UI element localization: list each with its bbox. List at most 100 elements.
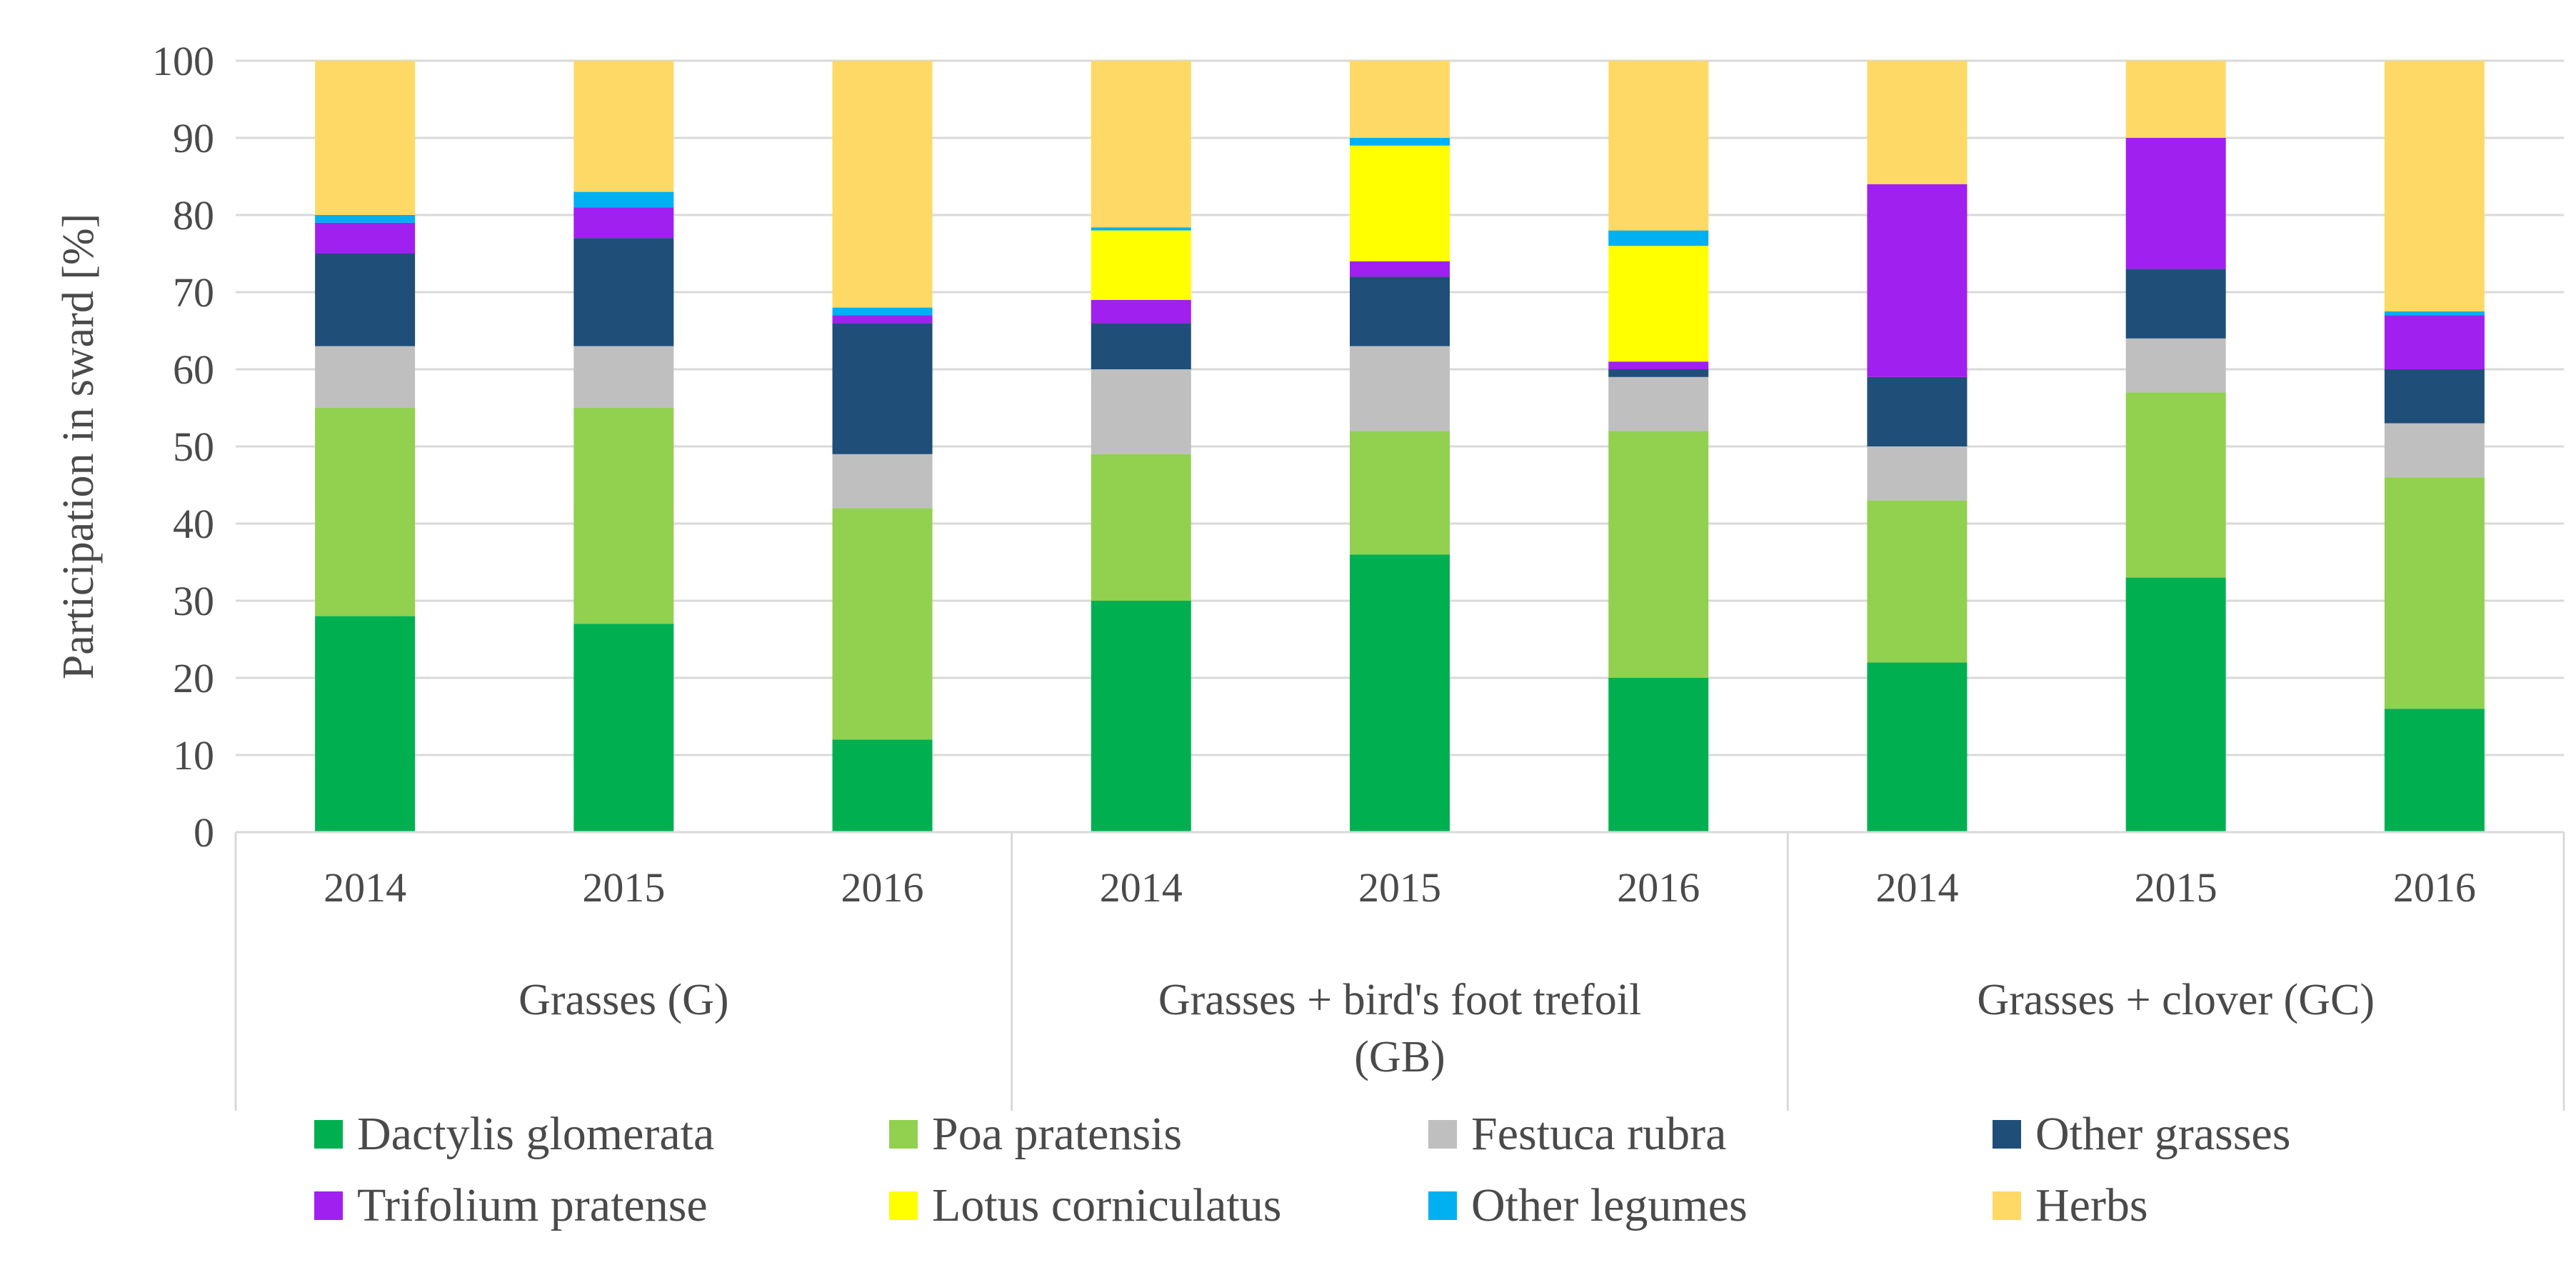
group-label: (GB): [1354, 1033, 1445, 1081]
x-tick-label: 2016: [841, 864, 924, 911]
legend-label: Trifolium pratense: [357, 1179, 708, 1231]
bar-segment: [832, 323, 933, 454]
bar-segment: [2384, 477, 2485, 709]
bars: [315, 61, 2485, 832]
y-tick-label: 30: [173, 578, 214, 624]
bar-segment: [832, 61, 933, 308]
bar-segment: [1867, 184, 1968, 377]
bar-segment: [1608, 369, 1709, 377]
bar-segment: [832, 508, 933, 740]
y-tick-label: 80: [173, 192, 214, 239]
y-tick-label: 20: [173, 655, 214, 701]
bar-segment: [2384, 311, 2485, 316]
legend-item: Festuca rubra: [1428, 1102, 1726, 1166]
legend-swatch: [889, 1191, 918, 1220]
bar-segment: [573, 346, 674, 408]
bar-segment: [2125, 138, 2226, 269]
x-tick-label: 2016: [2393, 864, 2476, 911]
group-label: Grasses + bird's foot trefoil: [1158, 976, 1641, 1024]
y-axis-ticks: 0 10 20 30 40 50 60 70 80 90 100: [152, 38, 214, 856]
bar-segment: [1091, 369, 1191, 454]
x-tick-label: 2014: [324, 864, 406, 911]
bar-segment: [573, 624, 674, 832]
legend-label: Festuca rubra: [1471, 1108, 1727, 1160]
bar-segment: [1091, 61, 1191, 228]
bar-segment: [573, 191, 674, 208]
bar-segment: [315, 215, 416, 223]
bar-segment: [1608, 230, 1709, 246]
x-tick-label: 2016: [1617, 864, 1700, 911]
bar-segment: [1867, 446, 1968, 501]
bar-segment: [573, 408, 674, 624]
legend-item: Dactylis glomerata: [314, 1102, 714, 1166]
bar-segment: [315, 616, 416, 832]
bar-segment: [1608, 361, 1709, 369]
legend-label: Dactylis glomerata: [357, 1108, 715, 1160]
bar-segment: [1350, 261, 1450, 277]
legend-label: Other grasses: [2035, 1108, 2291, 1160]
bar-segment: [1867, 61, 1968, 184]
bar-segment: [2384, 61, 2485, 311]
bar-segment: [1091, 230, 1191, 300]
bar-segment: [832, 739, 933, 832]
bar-segment: [573, 207, 674, 239]
group-label: Grasses + clover (GC): [1977, 976, 2375, 1024]
bar-segment: [1350, 145, 1450, 261]
legend-item: Other legumes: [1428, 1174, 1748, 1238]
bar-segment: [2384, 423, 2485, 478]
bar-segment: [832, 307, 933, 316]
bar-segment: [1608, 431, 1709, 678]
bar-segment: [2125, 392, 2226, 578]
y-tick-label: 0: [194, 809, 214, 856]
bar-segment: [2125, 269, 2226, 339]
x-tick-label: 2015: [1358, 864, 1441, 911]
legend-item: Trifolium pratense: [314, 1174, 708, 1238]
bar-segment: [1091, 454, 1191, 601]
bar-segment: [2384, 369, 2485, 424]
group-label: Grasses (G): [518, 976, 728, 1024]
legend-swatch: [1993, 1191, 2021, 1220]
bar-segment: [1350, 276, 1450, 346]
x-tick-label: 2015: [2135, 864, 2217, 911]
bar-segment: [832, 454, 933, 509]
y-axis-label: Participation in sward [%]: [54, 214, 103, 680]
bar-segment: [315, 61, 416, 215]
bar-segment: [315, 254, 416, 346]
bar-segment: [1608, 246, 1709, 362]
y-tick-label: 10: [173, 732, 214, 779]
bar-segment: [1867, 376, 1968, 446]
bar-segment: [832, 315, 933, 324]
legend-swatch: [1428, 1191, 1457, 1220]
y-tick-label: 50: [173, 424, 214, 470]
bar-segment: [1608, 61, 1709, 231]
legend-item: Herbs: [1993, 1174, 2148, 1238]
bar-segment: [315, 346, 416, 408]
legend-swatch: [314, 1191, 343, 1220]
legend-swatch: [1428, 1120, 1457, 1149]
bar-segment: [315, 222, 416, 254]
bar-segment: [1350, 138, 1450, 146]
bar-segment: [1608, 376, 1709, 431]
bar-segment: [1867, 500, 1968, 663]
legend-swatch: [314, 1120, 343, 1149]
x-tick-label: 2014: [1100, 864, 1183, 911]
y-tick-label: 60: [173, 346, 214, 393]
y-tick-label: 70: [173, 269, 214, 316]
legend-swatch: [1993, 1120, 2021, 1149]
bar-segment: [573, 238, 674, 346]
x-axis: 2014 2015 2016 Grasses (G) 2014 2015 2016 Grass…: [234, 831, 2565, 1111]
stacked-bar-chart: 0 10 20 30 40 50 60 70 80 90 100 2014 2015 2016 Grass…: [54, 38, 2565, 1111]
bar-segment: [1608, 678, 1709, 832]
bar-segment: [2384, 709, 2485, 832]
legend-label: Poa pratensis: [932, 1108, 1183, 1160]
bar-segment: [1091, 227, 1191, 231]
bar-segment: [315, 408, 416, 616]
bar-segment: [1091, 299, 1191, 324]
x-tick-label: 2014: [1875, 864, 1958, 911]
bar-segment: [2125, 577, 2226, 832]
bar-segment: [2384, 315, 2485, 369]
legend-label: Other legumes: [1471, 1179, 1748, 1231]
legend-label: Herbs: [2035, 1179, 2148, 1231]
legend-swatch: [889, 1120, 918, 1149]
y-tick-label: 90: [173, 115, 214, 161]
